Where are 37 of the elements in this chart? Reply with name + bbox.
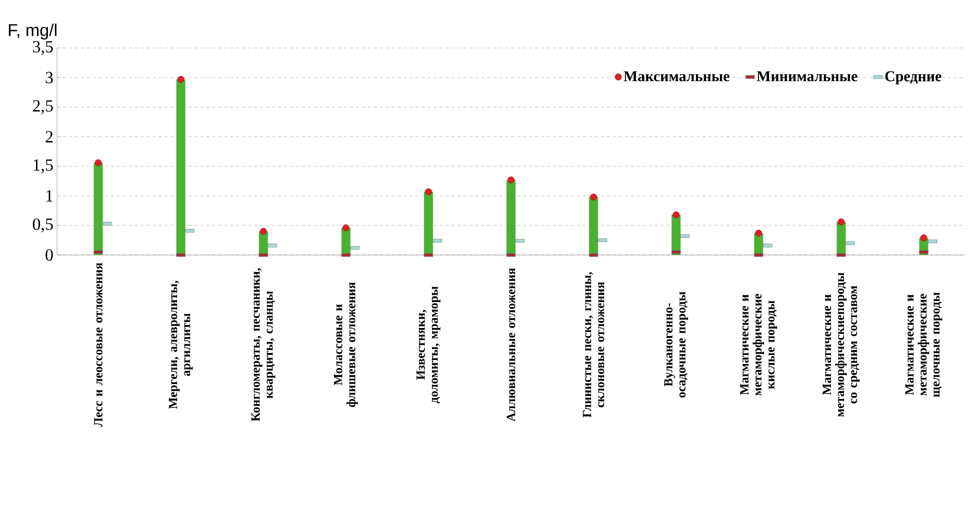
legend-label: Максимальные xyxy=(624,71,730,82)
bar xyxy=(589,197,598,255)
x-tick-label: Магматические и метаморфические кислые породы xyxy=(740,294,778,396)
point xyxy=(260,228,267,235)
x-tick-label: Аллювиальные отложения xyxy=(506,268,516,422)
point xyxy=(920,234,928,242)
x-tick-label: Магматические и метаморфические щелочные породы xyxy=(905,292,942,397)
x-tick-label: Молассовые и флишевые отложения xyxy=(334,282,358,407)
x-tick-label: Известняки, доломиты, мраморы xyxy=(416,286,440,404)
y-tick-label: 1 xyxy=(46,190,52,202)
y-tick-label: 0,5 xyxy=(32,218,53,232)
point xyxy=(177,76,184,83)
bar xyxy=(176,79,186,255)
y-tick-label: 0 xyxy=(46,249,53,261)
bar xyxy=(424,192,433,255)
point xyxy=(672,211,680,218)
x-tick-label: Лесс и леоссовые отложения xyxy=(94,262,102,427)
y-tick-label: 2,5 xyxy=(32,100,53,114)
point xyxy=(508,176,514,184)
point xyxy=(425,188,432,196)
bar xyxy=(506,180,516,255)
point xyxy=(590,194,597,200)
point xyxy=(838,218,845,226)
x-tick-label: Вулканогенно-осадочные породы xyxy=(664,292,688,398)
point xyxy=(94,159,102,166)
y-tick-label: 2 xyxy=(46,131,53,142)
x-tick-label: Глинистые пески, глины, склоновые отложения xyxy=(582,272,604,418)
point xyxy=(755,230,762,237)
y-tick-label: 3 xyxy=(46,72,53,84)
x-tick-label: Мергели, алевролиты, аргиллиты xyxy=(168,280,193,409)
y-tick-label: 1,5 xyxy=(34,159,53,174)
y-axis-title: F, mg/l xyxy=(8,24,56,40)
y-tick-label: 3,5 xyxy=(33,41,53,55)
bar xyxy=(94,162,103,255)
legend-label: Минимальные xyxy=(756,71,858,82)
point xyxy=(342,224,350,232)
legend-label: Средние xyxy=(885,71,942,84)
